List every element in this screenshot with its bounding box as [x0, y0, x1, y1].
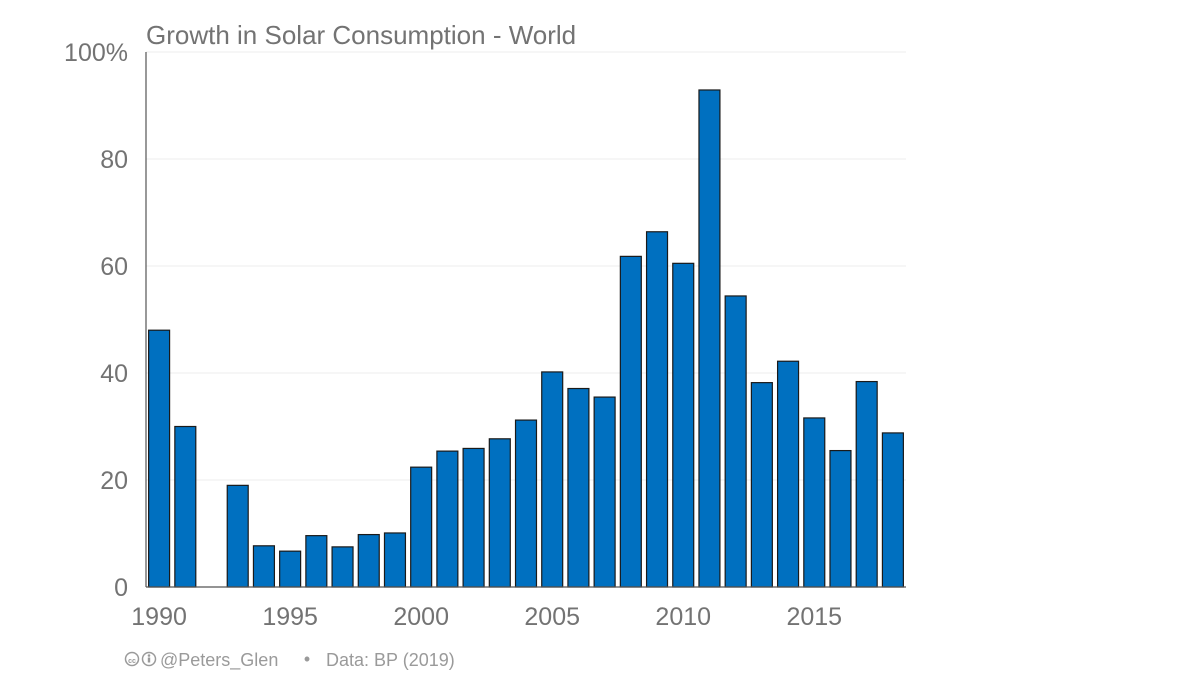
cc-icon: [124, 651, 140, 667]
footer-separator: •: [304, 649, 310, 669]
bar-2017: [855, 380, 878, 588]
bar-1996: [305, 535, 328, 588]
bar-1995: [279, 550, 302, 588]
bar-2010: [672, 262, 695, 588]
bar-2018: [881, 432, 904, 588]
bar-2014: [776, 360, 800, 588]
bar-2003: [488, 438, 511, 588]
x-tick-labels: 1990 1995 2000 2005 2010 2015: [131, 603, 842, 631]
bar-2012: [724, 295, 747, 588]
footer-source: Data: BP (2019): [326, 650, 455, 670]
x-tick-label: 2005: [524, 603, 580, 631]
bars: [148, 89, 904, 588]
bar-2016: [829, 449, 852, 588]
bar-2008: [619, 255, 642, 588]
y-tick-label: 40: [100, 360, 128, 388]
bar-2002: [462, 447, 485, 588]
bar-1997: [331, 546, 354, 588]
footer-credit: @Peters_Glen: [160, 650, 278, 671]
y-tick-label: 100%: [64, 39, 128, 67]
chart-title: Growth in Solar Consumption - World: [146, 20, 576, 50]
x-tick-label: 2010: [655, 603, 711, 631]
svg-text:cc: cc: [128, 658, 136, 665]
y-tick-label: 80: [100, 146, 128, 174]
attribution-icon: [141, 651, 157, 667]
x-tick-label: 2000: [393, 603, 449, 631]
bar-1991: [174, 425, 197, 588]
bar-2013: [750, 382, 773, 588]
bar-2004: [514, 419, 538, 588]
bar-2007: [593, 396, 616, 588]
y-tick-labels: 0 20 40 60 80 100%: [64, 39, 128, 602]
bar-1990: [148, 329, 171, 588]
bar-2015: [803, 417, 826, 588]
bar-2006: [567, 387, 590, 588]
footer: cc @Peters_Glen • Data: BP (2019): [124, 649, 455, 671]
x-tick-label: 1995: [262, 603, 318, 631]
bar-2005: [541, 371, 564, 588]
bar-2009: [645, 231, 669, 588]
license-icons: cc: [124, 651, 157, 667]
x-tick-label: 1990: [131, 603, 187, 631]
bar-1994: [252, 545, 276, 588]
y-tick-label: 0: [114, 574, 128, 602]
bar-1999: [383, 532, 407, 588]
bar-2011: [698, 89, 721, 588]
bar-2000: [410, 466, 433, 588]
bar-2001: [436, 450, 459, 588]
bar-1993: [226, 484, 249, 588]
bar-1998: [357, 533, 380, 588]
y-tick-label: 20: [100, 467, 128, 495]
x-tick-label: 2015: [786, 603, 842, 631]
y-tick-label: 60: [100, 253, 128, 281]
